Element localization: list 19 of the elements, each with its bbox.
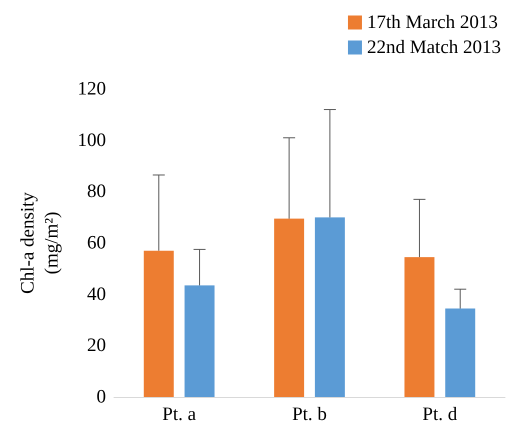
y-tick-label: 120 <box>78 78 106 100</box>
bar <box>144 250 174 397</box>
y-tick-label: 40 <box>87 284 106 305</box>
bar <box>314 217 345 397</box>
y-tick-label: 20 <box>87 335 106 356</box>
bar <box>404 257 434 397</box>
x-tick-label: Pt. d <box>422 404 458 425</box>
bar <box>184 285 215 397</box>
bar <box>445 308 476 397</box>
y-tick-label: 100 <box>78 130 106 151</box>
legend-label: 22nd Match 2013 <box>366 37 502 58</box>
y-tick-label: 60 <box>87 232 106 254</box>
y-tick-label: 0 <box>96 386 106 408</box>
x-tick-label: Pt. b <box>292 404 327 425</box>
y-tick-label: 80 <box>87 181 106 202</box>
bar <box>274 218 304 397</box>
y-axis-title: Chl-a density (mg/m²) <box>18 192 62 294</box>
x-tick-label: Pt. a <box>162 404 197 425</box>
legend-label: 17th March 2013 <box>366 12 498 33</box>
